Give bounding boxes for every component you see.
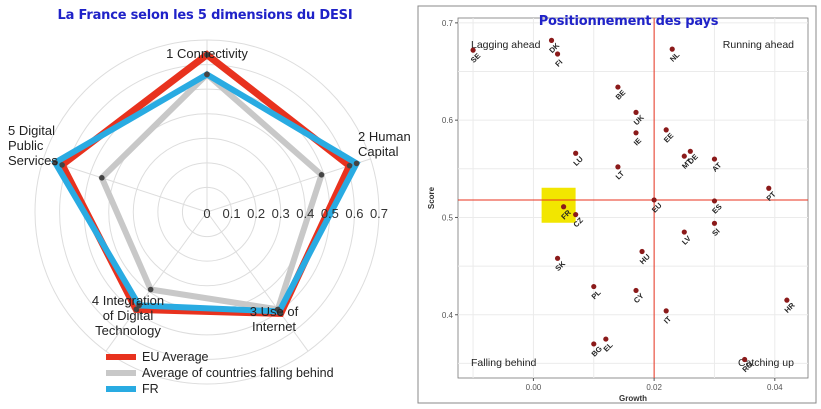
data-point-bg: [591, 341, 597, 347]
y-tick-label: 0.4: [442, 311, 454, 320]
legend-label-2: FR: [142, 382, 159, 396]
x-tick-label: 0.02: [646, 383, 662, 392]
radar-spoke-4: [43, 158, 208, 213]
legend-label-0: EU Average: [142, 350, 209, 364]
data-point-fi: [554, 51, 561, 57]
data-point-ee: [663, 127, 669, 133]
data-point-es: [711, 198, 718, 204]
radar-vertex-marker: [346, 162, 353, 169]
data-point-hu: [639, 248, 645, 255]
radar-tick-label: 0.6: [345, 206, 363, 221]
data-point-lv: [681, 229, 687, 235]
radar-vertex-marker: [353, 160, 360, 167]
y-tick-label: 0.7: [442, 19, 454, 28]
quadrant-label-top-right: Running ahead: [723, 39, 794, 51]
data-point-lu: [573, 150, 579, 156]
data-point-se: [470, 47, 476, 53]
data-point-at: [711, 156, 718, 162]
radar-vertex-marker: [59, 162, 65, 168]
radar-tick-label: 0: [203, 206, 210, 221]
scatter-chart-title: Positionnement des pays: [538, 14, 719, 29]
data-point-dk: [548, 37, 555, 43]
radar-tick-label: 0.2: [247, 206, 265, 221]
data-point-eu: [651, 197, 657, 203]
data-point-ro: [742, 356, 748, 363]
data-point-be: [615, 84, 621, 90]
y-tick-label: 0.5: [442, 213, 454, 222]
data-point-mt: [681, 153, 687, 159]
data-point-cz: [573, 211, 579, 218]
x-axis-label: Growth: [619, 394, 647, 403]
data-point-si: [711, 220, 718, 226]
radar-axis-label: 5 Digital Public Services: [8, 123, 58, 168]
legend-swatch-1: [106, 370, 136, 376]
radar-tick-label: 0.5: [321, 206, 339, 221]
radar-spoke-3: [105, 211, 208, 352]
radar-spoke-1: [206, 158, 371, 213]
data-point-el: [603, 336, 609, 342]
scatter-outer-frame: [417, 5, 817, 404]
data-point-pt: [766, 185, 772, 191]
x-tick-label: 0.00: [526, 383, 542, 392]
radar-chart: 0 0.1 0.2 0.3 0.4 0.5 0.6 0.7 1 Connectivity 2 Hu…: [8, 39, 410, 396]
data-point-ie: [633, 130, 639, 136]
radar-spoke-2: [206, 211, 309, 352]
radar-axis-label: 3 Use of Internet: [250, 304, 299, 334]
y-tick-label: 0.6: [442, 116, 454, 125]
radar-series-2: [50, 70, 361, 315]
data-point-fr: [561, 204, 567, 210]
data-point-sk: [554, 255, 561, 261]
radar-vertex-marker: [136, 302, 142, 309]
radar-vertex-marker: [204, 51, 210, 58]
radar-tick-label: 0.7: [370, 206, 388, 221]
radar-chart-panel: La France selon les 5 dimensions du DESI…: [0, 0, 410, 409]
data-point-de: [687, 148, 693, 154]
data-label-fi: FI: [553, 58, 564, 69]
data-point-it: [663, 308, 669, 314]
data-point-hr: [784, 297, 790, 303]
scatter-chart-panel: 0.00 0.02 0.04 0.4 0.5 0.6 0.7 Growth Score Laggi…: [410, 0, 821, 409]
radar-axis-label: 2 Human Capital: [358, 129, 410, 159]
scatter-chart: 0.00 0.02 0.04 0.4 0.5 0.6 0.7 Growth Score Laggi…: [417, 5, 817, 404]
data-point-pl: [591, 283, 597, 290]
data-label-ie: IE: [632, 136, 643, 147]
radar-vertex-marker: [147, 286, 154, 293]
radar-tick-label: 0.1: [223, 206, 241, 221]
radar-vertex-marker: [99, 175, 105, 181]
legend-label-1: Average of countries falling behind: [142, 366, 334, 380]
radar-axis-label: 4 Integration of Digital Technology: [92, 293, 164, 338]
radar-vertex-marker: [204, 71, 210, 78]
x-tick-label: 0.04: [767, 383, 783, 392]
scatter-plot-area: [457, 17, 809, 379]
radar-vertex-marker: [318, 171, 325, 178]
legend-swatch-0: [106, 354, 136, 360]
radar-axis-label: 1 Connectivity: [166, 46, 248, 61]
data-label-si: SI: [710, 227, 721, 238]
data-label-lv: LV: [680, 234, 693, 247]
data-point-cy: [633, 287, 639, 294]
data-point-uk: [633, 109, 639, 115]
data-label-it: IT: [662, 314, 673, 325]
data-point-lt: [615, 164, 621, 170]
radar-vertex-marker: [276, 308, 283, 315]
radar-vertex-marker: [52, 159, 58, 166]
quadrant-label-bottom-right: Catching up: [738, 357, 794, 369]
quadrant-label-bottom-left: Falling behind: [471, 357, 537, 369]
radar-tick-label: 0.4: [296, 206, 314, 221]
radar-series-1: [98, 70, 325, 313]
data-point-nl: [669, 46, 675, 52]
legend-swatch-2: [106, 386, 136, 392]
highlight-box-fr: [541, 187, 576, 223]
y-axis-label: Score: [427, 186, 436, 209]
quadrant-label-top-left: Lagging ahead: [471, 39, 541, 51]
radar-chart-title: La France selon les 5 dimensions du DESI: [57, 8, 353, 23]
radar-vertex-marker: [133, 306, 140, 313]
radar-tick-label: 0.3: [272, 206, 290, 221]
